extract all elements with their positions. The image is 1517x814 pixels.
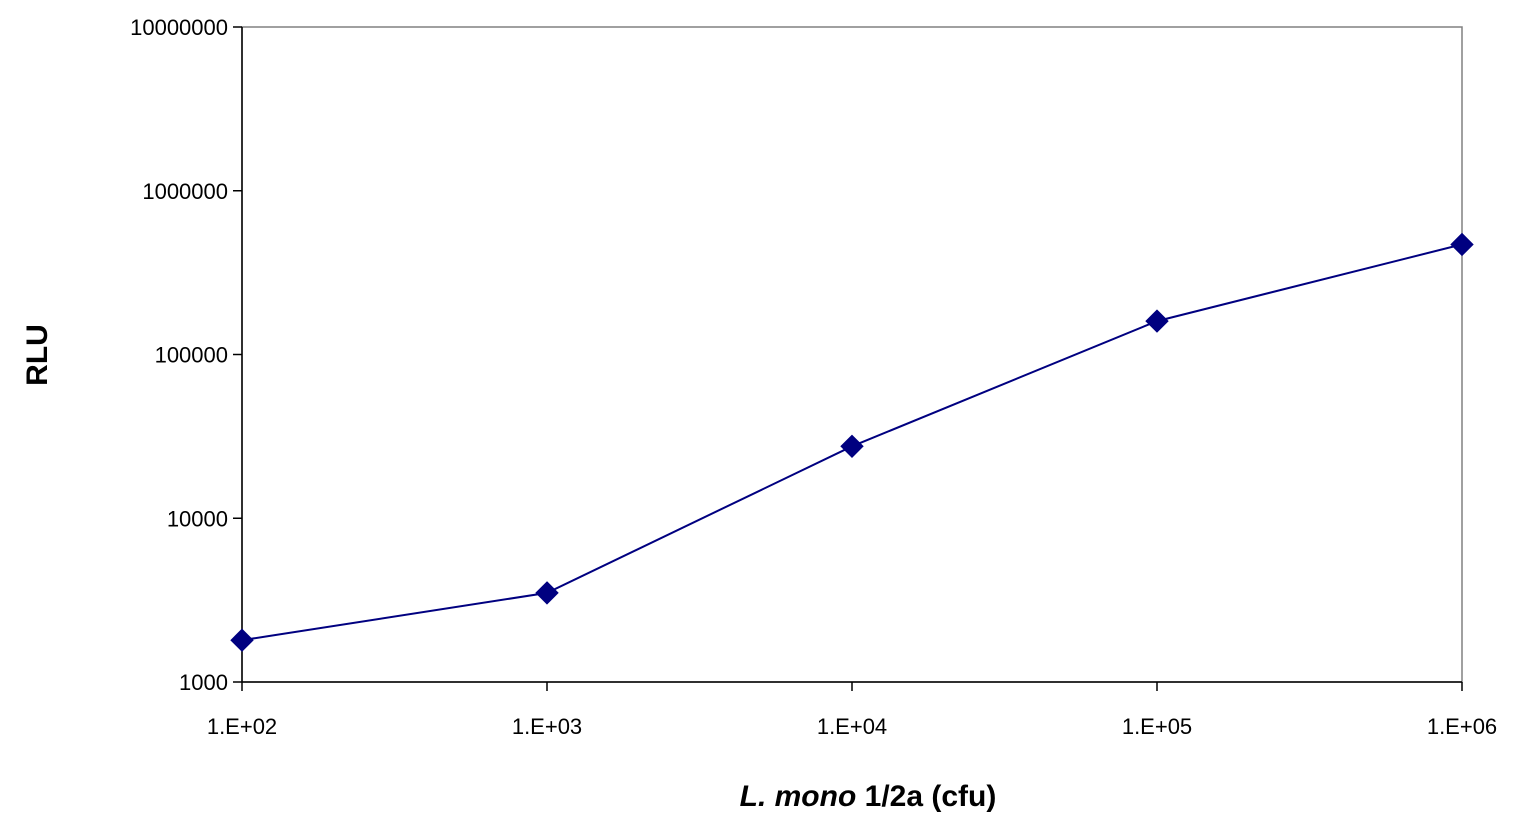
axes (233, 26, 1463, 691)
x-tick-label: 1.E+02 (207, 714, 277, 739)
x-tick-label: 1.E+03 (512, 714, 582, 739)
x-tick-label: 1.E+04 (817, 714, 887, 739)
data-point-marker (1450, 232, 1474, 257)
y-axis-title: RLU (21, 324, 54, 386)
x-tick-label: 1.E+05 (1122, 714, 1192, 739)
data-point-marker (535, 581, 559, 605)
y-tick-label: 1000 (179, 670, 228, 695)
x-tick-label: 1.E+06 (1427, 714, 1497, 739)
data-point-marker (1145, 309, 1169, 333)
y-tick-label: 10000000 (130, 15, 228, 40)
series (230, 232, 1474, 652)
data-point-marker (840, 434, 864, 459)
tick-labels: 1000 10000 100000 1000000 10000000 1.E+02 1.E+… (130, 15, 1497, 739)
plot-frame (241, 26, 1463, 683)
plot-area-border (241, 26, 1463, 683)
data-point-marker (230, 628, 254, 652)
y-tick-label: 100000 (155, 343, 228, 368)
y-tick-label: 10000 (167, 506, 228, 531)
x-axis-title: L. mono 1/2a (cfu) (740, 780, 997, 813)
y-tick-label: 1000000 (142, 179, 228, 204)
